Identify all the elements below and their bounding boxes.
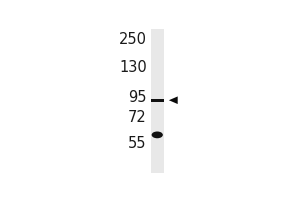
- Text: 72: 72: [128, 110, 147, 125]
- Text: 55: 55: [128, 136, 147, 151]
- Text: 95: 95: [128, 90, 147, 105]
- Text: 130: 130: [119, 60, 147, 75]
- Bar: [151, 99, 164, 102]
- Bar: [151, 29, 164, 173]
- Polygon shape: [169, 96, 178, 104]
- Ellipse shape: [152, 131, 163, 138]
- Text: 250: 250: [119, 32, 147, 47]
